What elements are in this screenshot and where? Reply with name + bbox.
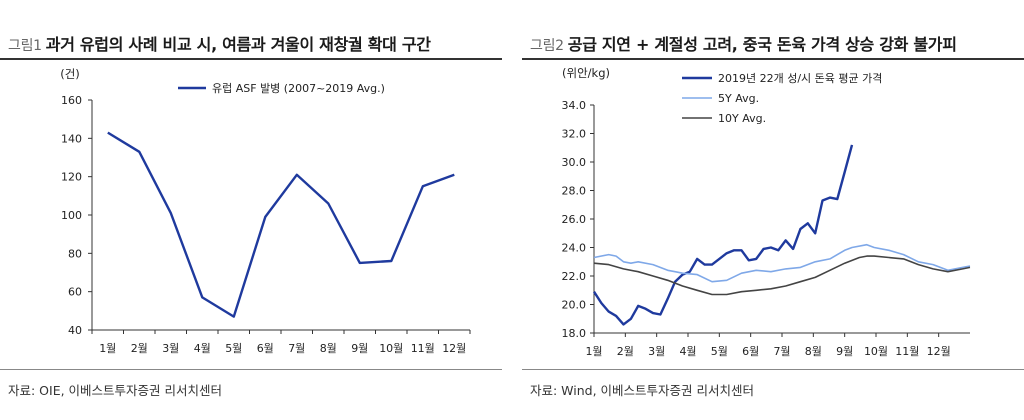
left-source-rule — [0, 369, 502, 370]
left-x-tick-label: 4월 — [194, 342, 211, 355]
right-series-line-10y-avg — [593, 255, 971, 296]
right-x-tick-label: 8월 — [805, 345, 822, 358]
right-y-tick-label: 26.0 — [562, 213, 587, 226]
left-chart: (건) 40 60 80 100 120 140 160 1월 2월 3월 4월 5월 6월 7월 8월 9월 1… — [60, 67, 471, 355]
left-x-tick-label: 7월 — [288, 342, 305, 355]
left-y-tick-label: 140 — [61, 132, 82, 145]
left-y-tick-label: 120 — [61, 171, 82, 184]
left-legend-label: 유럽 ASF 발병 (2007~2019 Avg.) — [212, 81, 385, 95]
right-figure-title: 그림2 공급 지연 + 계절성 고려, 중국 돈육 가격 상승 강화 불가피 — [530, 31, 957, 55]
right-legend-label-5y-avg: 5Y Avg. — [718, 92, 759, 105]
left-figure-title: 그림1 과거 유럽의 사례 비교 시, 여름과 겨울이 재창궐 확대 구간 — [8, 31, 431, 55]
right-x-tick-label: 2월 — [617, 345, 634, 358]
right-y-tick-label: 20.0 — [562, 299, 587, 312]
right-series-line-2019 — [592, 144, 854, 326]
left-x-tick-label: 9월 — [351, 342, 368, 355]
right-figure-panel: 그림2 공급 지연 + 계절성 고려, 중국 돈육 가격 상승 강화 불가피 (위… — [522, 0, 1024, 420]
left-y-tick-label: 60 — [68, 286, 82, 299]
left-figure-panel: 그림1 과거 유럽의 사례 비교 시, 여름과 겨울이 재창궐 확대 구간 (건)… — [0, 0, 502, 420]
right-x-tick-label: 7월 — [773, 345, 790, 358]
left-figure-number: 그림1 — [8, 38, 42, 54]
left-y-tick-label: 80 — [68, 247, 82, 260]
right-y-unit-label: (위안/kg) — [562, 66, 610, 80]
left-y-unit-label: (건) — [60, 67, 80, 81]
left-x-tick-label: 8월 — [320, 342, 337, 355]
left-x-tick-label: 11월 — [411, 342, 435, 355]
right-source-rule — [522, 369, 1024, 370]
right-y-tick-label: 28.0 — [562, 185, 587, 198]
right-x-tick-label: 4월 — [679, 345, 696, 358]
right-y-tick-label: 34.0 — [562, 99, 587, 112]
right-title-rule — [522, 58, 1024, 60]
right-x-tick-label: 6월 — [742, 345, 759, 358]
right-x-tick-label: 1월 — [585, 345, 602, 358]
right-x-tick-label: 9월 — [836, 345, 853, 358]
left-x-tick-label: 3월 — [162, 342, 179, 355]
right-y-tick-label: 22.0 — [562, 270, 587, 283]
left-x-tick-label: 5월 — [225, 342, 242, 355]
left-x-tick-label: 6월 — [257, 342, 274, 355]
right-legend-label-10y-avg: 10Y Avg. — [718, 112, 766, 125]
left-y-tick-label: 160 — [61, 94, 82, 107]
right-x-tick-label: 5월 — [711, 345, 728, 358]
right-source-note: 자료: Wind, 이베스트투자증권 리서치센터 — [530, 383, 755, 398]
right-y-tick-label: 24.0 — [562, 242, 587, 255]
left-y-tick-label: 40 — [68, 324, 82, 337]
left-title-rule — [0, 58, 502, 60]
right-x-tick-label: 12월 — [927, 345, 951, 358]
right-figure-title-text: 공급 지연 + 계절성 고려, 중국 돈육 가격 상승 강화 불가피 — [567, 35, 957, 54]
right-chart: (위안/kg) 18.0 20.0 22.0 24.0 26.0 28.0 30.0 32.0 3… — [562, 66, 971, 358]
left-series-line-asf — [107, 131, 455, 318]
right-legend-label-2019: 2019년 22개 성/시 돈육 평균 가격 — [718, 72, 882, 85]
right-y-tick-label: 18.0 — [562, 327, 587, 340]
left-x-tick-label: 10월 — [379, 342, 403, 355]
right-x-tick-label: 10월 — [864, 345, 888, 358]
left-figure-title-text: 과거 유럽의 사례 비교 시, 여름과 겨울이 재창궐 확대 구간 — [45, 35, 431, 54]
left-y-tick-label: 100 — [61, 209, 82, 222]
right-figure-number: 그림2 — [530, 38, 564, 54]
left-source-note: 자료: OIE, 이베스트투자증권 리서치센터 — [8, 383, 223, 398]
left-x-tick-label: 12월 — [442, 342, 466, 355]
right-y-tick-label: 32.0 — [562, 128, 587, 141]
right-y-tick-label: 30.0 — [562, 156, 587, 169]
right-x-tick-label: 11월 — [895, 345, 919, 358]
left-x-tick-label: 2월 — [131, 342, 148, 355]
right-x-tick-label: 3월 — [648, 345, 665, 358]
left-x-tick-label: 1월 — [99, 342, 116, 355]
